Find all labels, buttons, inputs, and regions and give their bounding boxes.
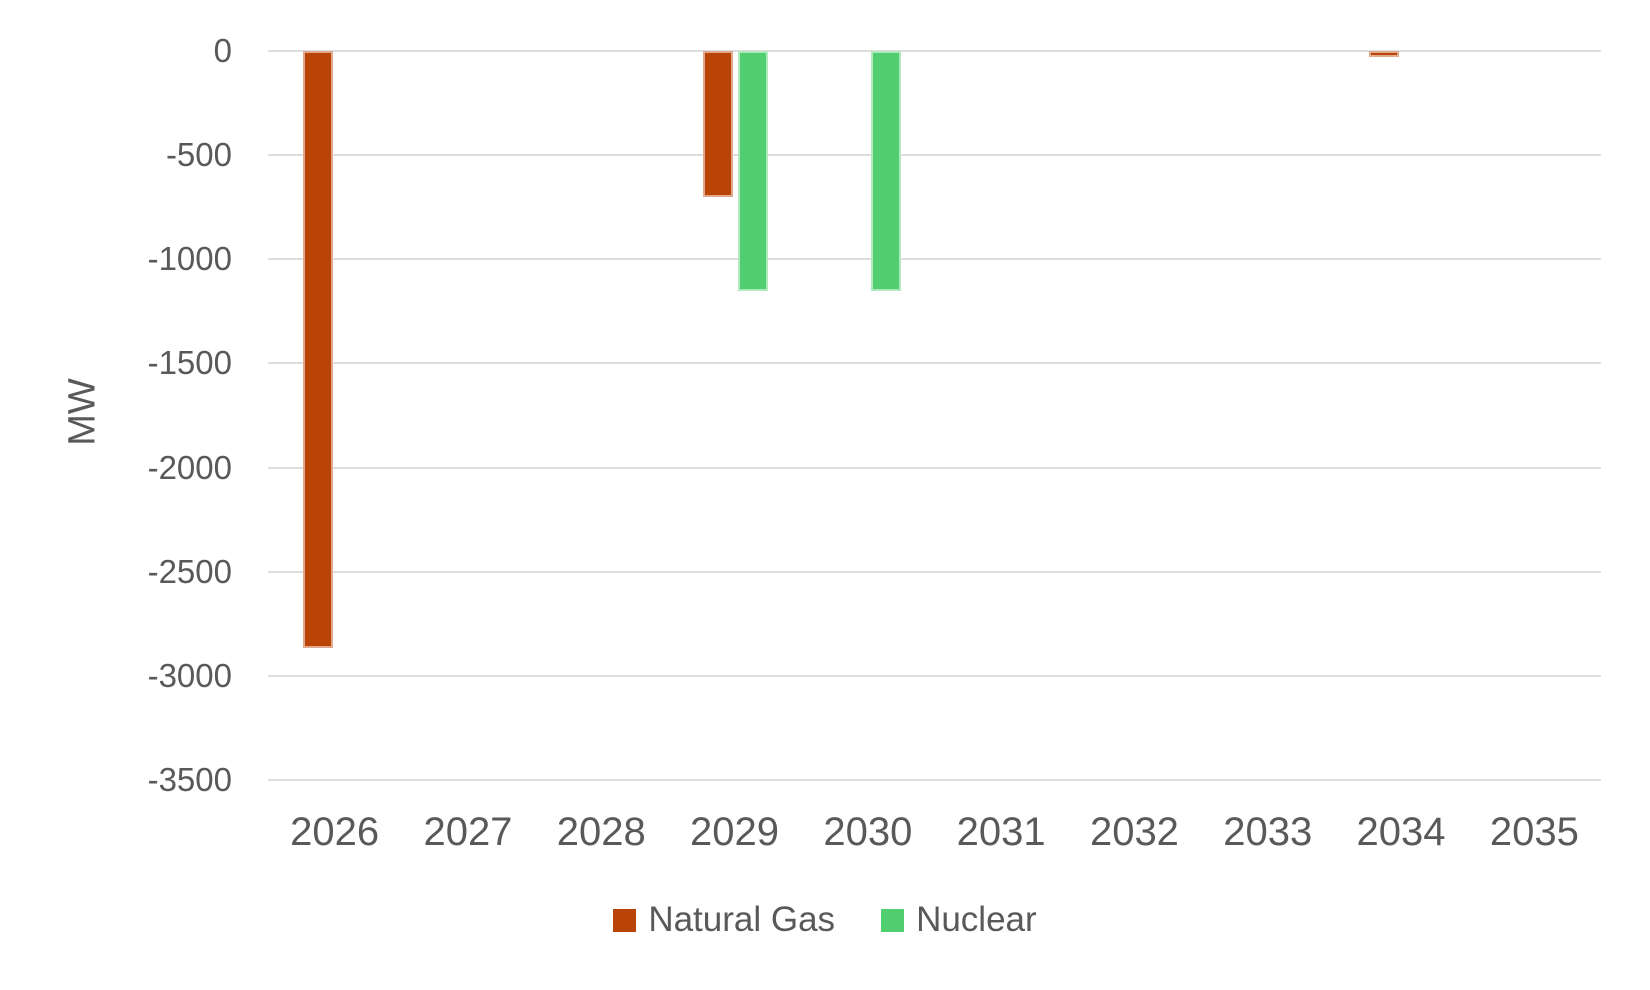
y-tick-label: -1500 (147, 344, 232, 382)
x-tick-label: 2034 (1356, 810, 1446, 854)
x-tick-label: 2026 (290, 810, 380, 854)
y-tick-label: -500 (165, 136, 232, 174)
gridline (268, 674, 1601, 677)
gridline (268, 466, 1601, 469)
y-axis-tick-labels: 0 -500 -1000 -1500 -2000 -2500 -3000 -3500 (0, 0, 232, 990)
legend-item-nuclear: Nuclear (881, 900, 1037, 940)
bar-nuclear-2029 (737, 51, 768, 291)
gridline (268, 570, 1601, 573)
y-tick-label: -3000 (147, 656, 232, 694)
x-tick-label: 2027 (423, 810, 513, 854)
x-axis-labels: 2026 2027 2028 2029 2030 2031 2032 2033 2034 2035 (268, 810, 1601, 858)
bar-natural-gas-2034 (1369, 51, 1400, 58)
gridline (268, 154, 1601, 157)
legend: Natural Gas Nuclear (0, 900, 1650, 940)
bar-natural-gas-2026 (302, 51, 333, 648)
y-tick-label: 0 (213, 32, 232, 69)
gridline (268, 779, 1601, 781)
x-tick-label: 2029 (690, 810, 780, 854)
y-tick-label: -1000 (147, 240, 232, 278)
bar-nuclear-2030 (870, 51, 901, 291)
x-tick-label: 2035 (1489, 810, 1579, 854)
x-tick-label: 2032 (1089, 810, 1179, 854)
legend-label: Nuclear (916, 900, 1037, 939)
x-tick-label: 2030 (823, 810, 913, 854)
y-tick-label: -3500 (147, 761, 232, 798)
x-tick-label: 2028 (556, 810, 646, 854)
y-tick-label: -2000 (147, 448, 232, 486)
x-tick-label: 2031 (956, 810, 1046, 854)
legend-item-natural-gas: Natural Gas (613, 900, 835, 940)
x-tick-label: 2033 (1223, 810, 1313, 854)
bar-natural-gas-2029 (702, 51, 733, 197)
plot-area (268, 50, 1601, 781)
y-tick-label: -2500 (147, 552, 232, 590)
gridline (268, 50, 1601, 52)
gridline (268, 258, 1601, 261)
legend-label: Natural Gas (648, 900, 836, 939)
gridline (268, 362, 1601, 365)
legend-swatch-icon (881, 908, 905, 932)
legend-swatch-icon (613, 908, 637, 932)
